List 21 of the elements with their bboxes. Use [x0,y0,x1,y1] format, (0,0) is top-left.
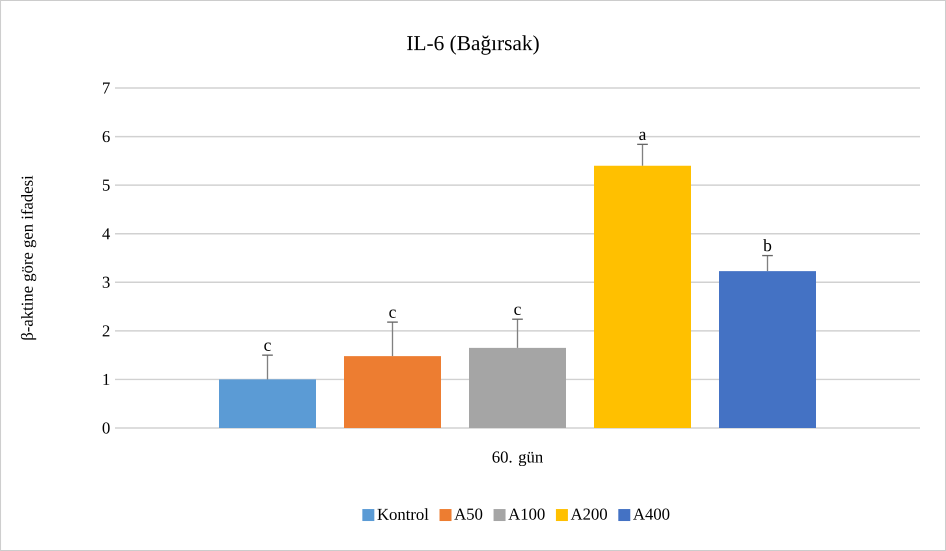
legend-label: Kontrol [377,508,429,520]
y-tick-label: 5 [102,180,110,191]
y-tick-label: 6 [102,130,110,142]
chart-title: IL-6 (Bağırsak) [407,35,539,55]
data-label: c [389,310,396,318]
y-tick-label: 4 [102,228,110,240]
data-label: c [264,342,271,351]
legend-label: A200 [570,508,607,520]
legend-label: A400 [633,508,670,520]
legend-label: A50 [454,508,482,520]
y-tick-label: 3 [102,276,110,288]
data-label: a [639,132,646,140]
y-axis-title: β-aktine göre gen ifadesi [20,176,36,340]
x-tick-label: 60. gün [492,451,543,466]
data-label: b [763,239,772,252]
data-label: c [514,306,521,315]
legend-label: A100 [508,508,545,520]
y-tick-label: 2 [102,325,110,336]
y-tick-label: 7 [103,82,110,94]
y-tick-label: 0 [102,422,110,434]
y-tick-label: 1 [103,374,110,385]
